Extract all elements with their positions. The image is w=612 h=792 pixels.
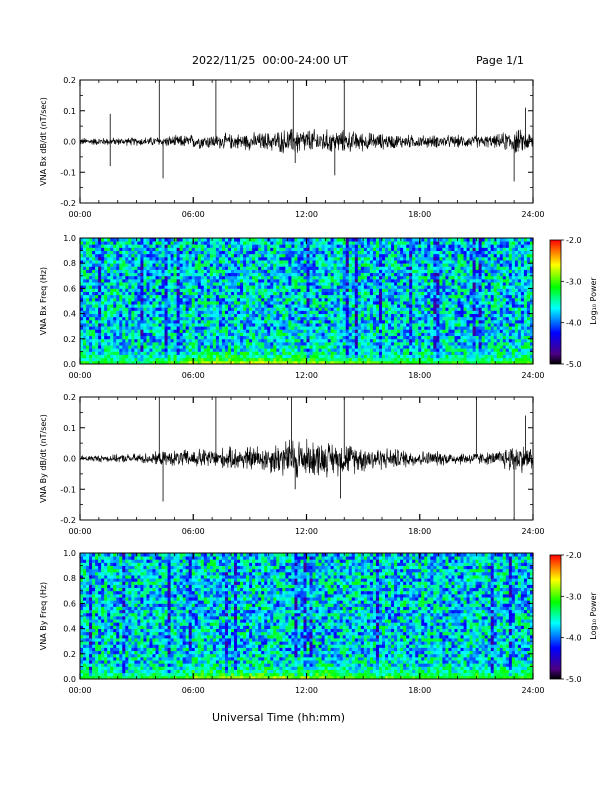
figure-title: 2022/11/25 00:00-24:00 UT (192, 54, 349, 67)
y-tick-label: 0.2 (63, 335, 76, 344)
colorbar-tick-label: -3.0 (566, 277, 582, 286)
waveform-line (79, 128, 534, 154)
y-tick-label: 0.6 (63, 284, 76, 293)
y-tick-label: 0.2 (63, 76, 76, 85)
x-tick-label: 00:00 (68, 371, 91, 380)
x-tick-label: 00:00 (68, 686, 91, 695)
spectrogram-cells (80, 553, 534, 680)
panel-4: -2.0 -3.0 -4.0 -5.0 Log₁₀ Power 1.0 0.8 0.6 0.4 0… (39, 549, 598, 695)
colorbar (549, 554, 562, 680)
colorbar-tick-label: -4.0 (566, 634, 582, 643)
x-axis-title: Universal Time (hh:mm) (212, 711, 345, 724)
y-tick-label: 0.4 (63, 625, 76, 634)
colorbar-label: Log₁₀ Power (589, 277, 598, 325)
y-axis-label: VNA By dB/dt (nT/sec) (39, 414, 48, 503)
y-tick-label: 0.1 (63, 424, 76, 433)
x-tick-label: 06:00 (182, 371, 205, 380)
colorbar-tick-label: -5.0 (566, 675, 582, 684)
y-tick-label: 0.0 (63, 675, 76, 684)
spectrogram-cells (80, 238, 534, 365)
y-tick-label: -0.1 (60, 485, 76, 494)
panel-2: -2.0 -3.0 -4.0 -5.0 Log₁₀ Power 1.0 0.8 0.6 0.4 0… (39, 234, 598, 380)
page-number: Page 1/1 (476, 54, 524, 67)
colorbar-tick-label: -2.0 (566, 236, 582, 245)
y-tick-label: 1.0 (63, 549, 76, 558)
x-tick-label: 24:00 (521, 371, 544, 380)
colorbar (549, 239, 562, 365)
panel-3: 0.2 0.1 0.0 -0.1 -0.2 00:00 06:00 12:00 18:00 24:… (39, 393, 545, 536)
x-tick-label: 24:00 (521, 686, 544, 695)
colorbar-tick-label: -3.0 (566, 592, 582, 601)
x-tick-label: 12:00 (295, 527, 318, 536)
panel-1: 0.2 0.1 0.0 -0.1 -0.2 00:00 06:00 12:00 18:00 24:… (39, 76, 545, 219)
y-tick-label: 0.1 (63, 107, 76, 116)
y-tick-label: 0.0 (63, 455, 76, 464)
x-tick-label: 00:00 (68, 210, 91, 219)
y-axis-label: VNA By Freq (Hz) (39, 582, 48, 650)
colorbar-tick-label: -5.0 (566, 360, 582, 369)
x-tick-label: 06:00 (182, 686, 205, 695)
colorbar-label: Log₁₀ Power (589, 592, 598, 640)
y-axis-label: VNA Bx Freq (Hz) (39, 267, 48, 335)
y-tick-label: 0.0 (63, 138, 76, 147)
x-tick-label: 18:00 (408, 210, 431, 219)
y-tick-label: 0.4 (63, 310, 76, 319)
x-tick-label: 18:00 (408, 686, 431, 695)
x-tick-label: 12:00 (295, 371, 318, 380)
waveform-line (79, 438, 534, 478)
x-tick-label: 12:00 (295, 210, 318, 219)
x-tick-label: 12:00 (295, 686, 318, 695)
x-tick-label: 24:00 (521, 210, 544, 219)
y-tick-label: 0.8 (63, 259, 76, 268)
x-tick-label: 06:00 (182, 527, 205, 536)
x-tick-label: 18:00 (408, 371, 431, 380)
x-tick-label: 24:00 (521, 527, 544, 536)
y-tick-label: 0.2 (63, 650, 76, 659)
y-tick-label: 0.2 (63, 393, 76, 402)
y-tick-label: -0.1 (60, 168, 76, 177)
colorbar-tick-label: -4.0 (566, 319, 582, 328)
y-tick-label: 0.0 (63, 360, 76, 369)
x-tick-label: 18:00 (408, 527, 431, 536)
y-tick-label: 0.6 (63, 599, 76, 608)
y-axis-label: VNA Bx dB/dt (nT/sec) (39, 97, 48, 186)
y-tick-label: -0.2 (60, 516, 76, 525)
x-tick-label: 06:00 (182, 210, 205, 219)
y-tick-label: 0.8 (63, 574, 76, 583)
y-tick-label: 1.0 (63, 234, 76, 243)
y-tick-label: -0.2 (60, 199, 76, 208)
colorbar-tick-label: -2.0 (566, 551, 582, 560)
x-tick-label: 00:00 (68, 527, 91, 536)
